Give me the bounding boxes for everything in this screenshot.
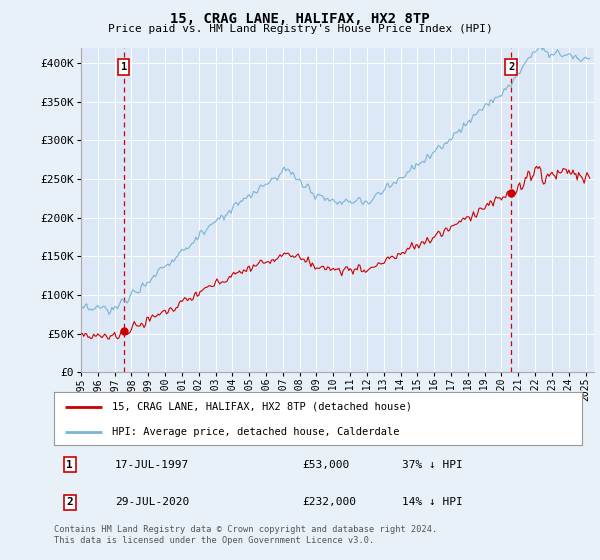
Text: HPI: Average price, detached house, Calderdale: HPI: Average price, detached house, Cald… <box>112 427 400 437</box>
Text: 15, CRAG LANE, HALIFAX, HX2 8TP: 15, CRAG LANE, HALIFAX, HX2 8TP <box>170 12 430 26</box>
Text: 29-JUL-2020: 29-JUL-2020 <box>115 497 189 507</box>
Text: 2: 2 <box>67 497 73 507</box>
Text: Price paid vs. HM Land Registry's House Price Index (HPI): Price paid vs. HM Land Registry's House … <box>107 24 493 34</box>
Text: 15, CRAG LANE, HALIFAX, HX2 8TP (detached house): 15, CRAG LANE, HALIFAX, HX2 8TP (detache… <box>112 402 412 412</box>
Text: £232,000: £232,000 <box>302 497 356 507</box>
Text: 2: 2 <box>508 62 514 72</box>
Text: 1: 1 <box>67 460 73 470</box>
Text: £53,000: £53,000 <box>302 460 349 470</box>
Text: 14% ↓ HPI: 14% ↓ HPI <box>403 497 463 507</box>
Text: 1: 1 <box>121 62 127 72</box>
Text: Contains HM Land Registry data © Crown copyright and database right 2024.
This d: Contains HM Land Registry data © Crown c… <box>54 525 437 545</box>
Text: 37% ↓ HPI: 37% ↓ HPI <box>403 460 463 470</box>
Text: 17-JUL-1997: 17-JUL-1997 <box>115 460 189 470</box>
